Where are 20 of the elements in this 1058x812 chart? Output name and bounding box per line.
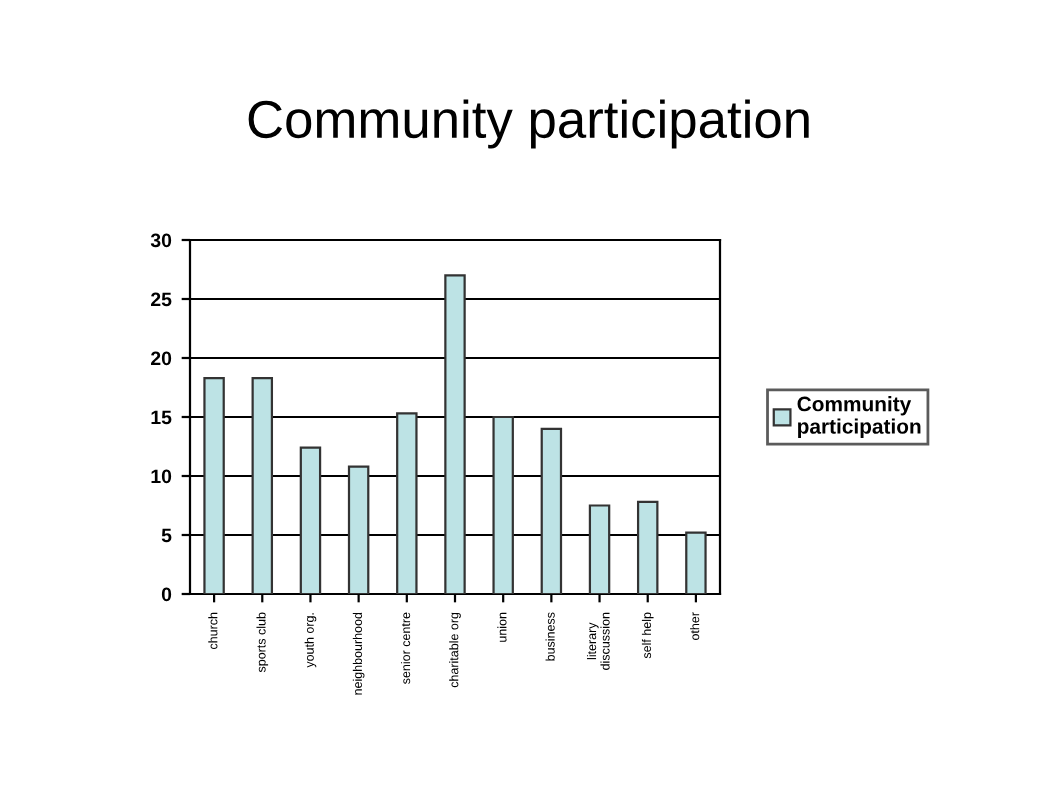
y-tick-label: 25 [150, 292, 172, 307]
bar [540, 427, 563, 594]
y-tick-label: 5 [161, 528, 172, 543]
legend-label: Community participation [797, 396, 921, 438]
bar [636, 500, 659, 594]
bar [299, 446, 322, 594]
bar [685, 531, 707, 594]
y-tick-label: 15 [151, 410, 172, 425]
chart-title: Community participation [248, 99, 809, 149]
bar [251, 376, 274, 594]
y-tick-label: 0 [161, 587, 172, 602]
bar [588, 504, 611, 594]
bar [492, 415, 514, 594]
bar [203, 376, 225, 594]
bar [347, 465, 370, 594]
bar [444, 274, 466, 594]
bar [396, 412, 418, 594]
y-tick-label: 30 [150, 233, 172, 248]
y-tick-label: 20 [150, 351, 172, 366]
y-tick-label: 10 [151, 469, 172, 484]
